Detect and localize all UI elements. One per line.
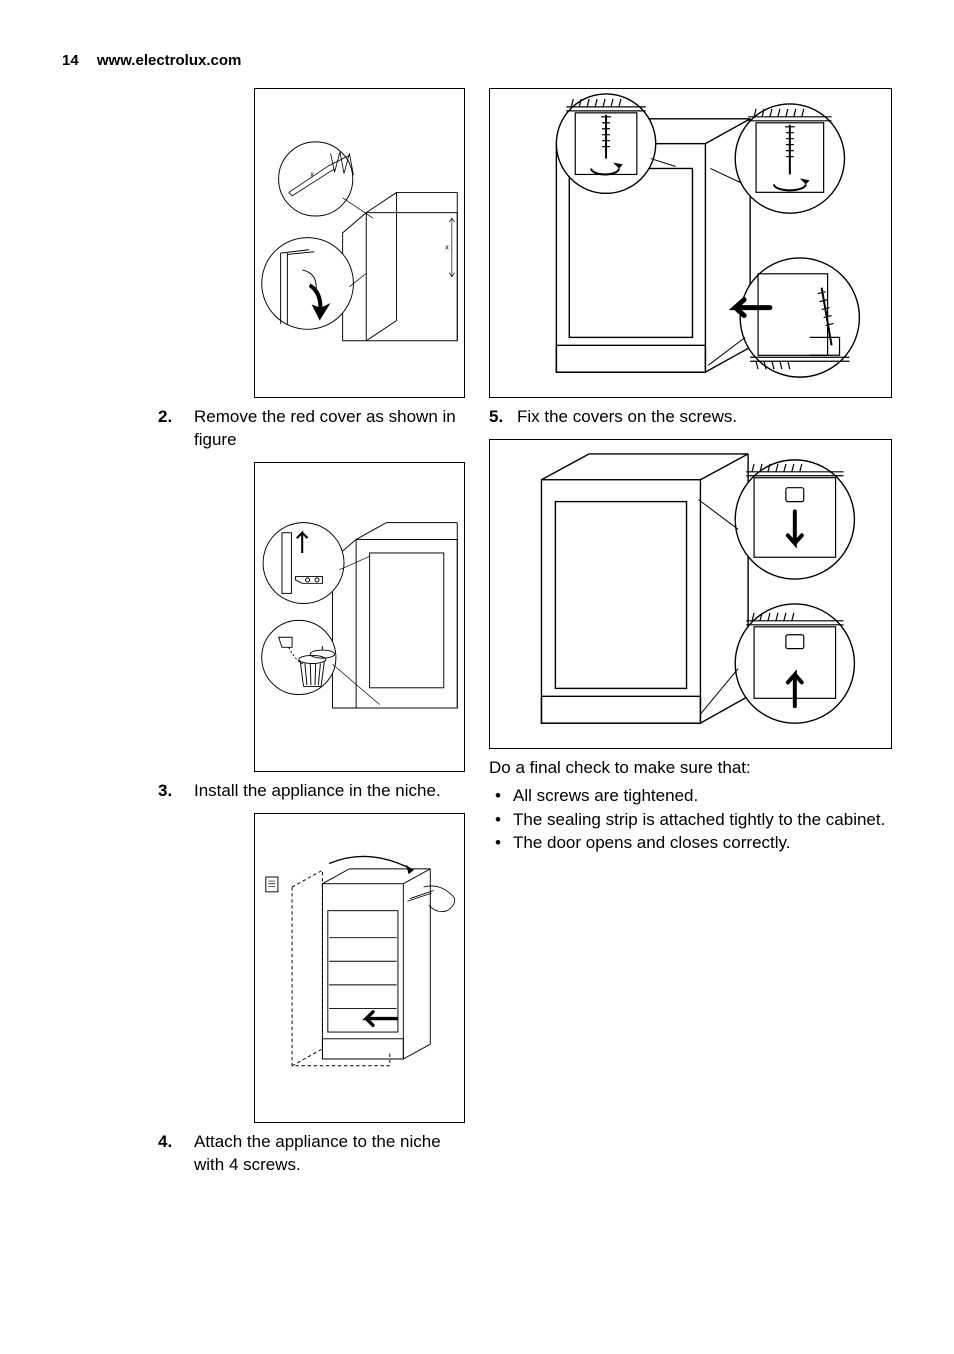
step-5-text: Fix the covers on the screws.	[517, 406, 892, 429]
page-header: 14 www.electrolux.com	[62, 52, 241, 69]
step-3: 3. Install the appliance in the niche.	[158, 780, 465, 803]
final-check-list: All screws are tightened. The sealing st…	[489, 784, 892, 855]
step-block-2: 3. Install the appliance in the niche.	[158, 462, 465, 813]
final-check-intro: Do a final check to make sure that:	[489, 757, 892, 780]
dim-label-x2: x	[445, 243, 449, 252]
step-5: 5. Fix the covers on the screws.	[489, 406, 892, 429]
step-2: 2. Remove the red cover as shown in figu…	[158, 406, 465, 452]
figure-step4	[489, 88, 892, 398]
page-number: 14	[62, 52, 79, 69]
content-columns: x x	[62, 88, 892, 1304]
dim-label-x1: x	[310, 169, 314, 178]
step-3-text: Install the appliance in the niche.	[194, 780, 465, 803]
figure-step5	[489, 439, 892, 749]
step-block-3: 4. Attach the appliance to the niche wit…	[158, 813, 465, 1187]
step-4-number: 4.	[158, 1131, 194, 1177]
step-3-number: 3.	[158, 780, 194, 803]
step-4: 4. Attach the appliance to the niche wit…	[158, 1131, 465, 1177]
step-5-number: 5.	[489, 406, 517, 429]
check-item: All screws are tightened.	[489, 784, 892, 808]
check-item: The sealing strip is attached tightly to…	[489, 808, 892, 832]
right-column: 5. Fix the covers on the screws.	[489, 88, 892, 1304]
figure-step1: x x	[254, 88, 465, 398]
manual-page: 14 www.electrolux.com	[0, 0, 954, 1354]
step-4-text: Attach the appliance to the niche with 4…	[194, 1131, 465, 1177]
figure-step2	[254, 462, 465, 772]
left-column: x x	[62, 88, 465, 1304]
header-site: www.electrolux.com	[97, 52, 242, 69]
step-block-1: x x	[158, 88, 465, 462]
figure-step3	[254, 813, 465, 1123]
check-item: The door opens and closes correctly.	[489, 831, 892, 855]
step-2-text: Remove the red cover as shown in figure	[194, 406, 465, 452]
step-2-number: 2.	[158, 406, 194, 452]
